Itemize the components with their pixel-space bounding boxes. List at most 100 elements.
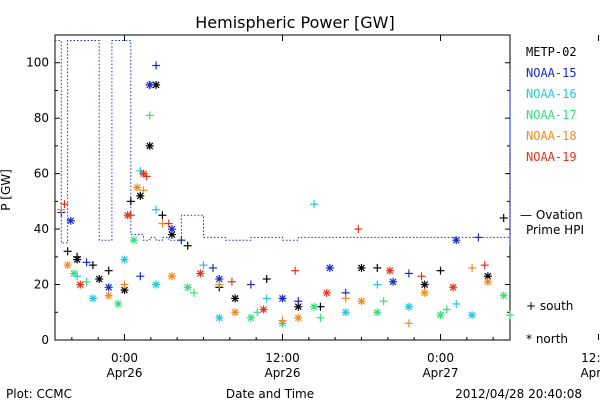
south-point	[126, 197, 135, 206]
timestamp: 2012/04/28 20:40:08	[455, 387, 582, 400]
south-point	[145, 111, 154, 120]
north-point	[66, 216, 75, 225]
x-tick-time: 12:00	[581, 351, 600, 365]
south-point	[139, 186, 148, 195]
south-point	[82, 258, 91, 267]
south-point	[294, 297, 303, 306]
south-point	[316, 313, 325, 322]
south-point	[88, 261, 97, 270]
south-point	[253, 308, 262, 317]
south-point	[63, 247, 72, 256]
north-point	[436, 311, 445, 320]
x-tick-time: 0:00	[427, 351, 454, 365]
x-tick-date: Apr27	[580, 366, 600, 380]
x-tick-time: 0:00	[111, 351, 138, 365]
north-point	[389, 277, 398, 286]
south-point	[379, 297, 388, 306]
north-point	[259, 305, 268, 314]
north-point	[69, 269, 78, 278]
north-point	[452, 236, 461, 245]
legend-north: * north	[526, 332, 568, 346]
south-point	[506, 311, 514, 320]
south-point	[215, 280, 224, 289]
y-tick-label: 80	[34, 111, 49, 125]
y-tick-label: 100	[26, 56, 49, 70]
south-point	[246, 280, 255, 289]
north-point	[322, 288, 331, 297]
legend-south: + south	[526, 299, 573, 313]
south-point	[278, 316, 287, 325]
south-point	[480, 261, 489, 270]
north-point	[373, 308, 382, 317]
south-point	[227, 277, 236, 286]
south-point	[417, 272, 426, 281]
legend-entry: NOAA-16	[526, 87, 577, 101]
north-point	[325, 263, 334, 272]
south-point	[404, 319, 413, 328]
south-point	[354, 225, 363, 234]
plot-credit: Plot: CCMC	[6, 387, 72, 400]
south-point	[120, 280, 129, 289]
south-point	[208, 263, 217, 272]
south-point	[136, 272, 145, 281]
north-point	[246, 313, 255, 322]
south-point	[60, 200, 69, 209]
north-point	[129, 236, 138, 245]
north-point	[483, 277, 492, 286]
ovation-hpi-curve	[55, 40, 511, 246]
south-point	[152, 61, 161, 70]
south-point	[104, 266, 113, 275]
south-point	[310, 200, 319, 209]
north-point	[73, 255, 82, 264]
y-tick-label: 0	[41, 333, 49, 347]
north-point	[104, 291, 113, 300]
north-point	[499, 291, 508, 300]
north-point	[145, 141, 154, 150]
legend-entry: NOAA-18	[526, 129, 577, 143]
north-point	[468, 311, 477, 320]
x-tick-time: 12:00	[265, 351, 300, 365]
north-point	[145, 80, 154, 89]
north-point	[294, 313, 303, 322]
south-point	[262, 294, 271, 303]
south-point	[177, 236, 186, 245]
south-point	[442, 305, 451, 314]
south-point	[82, 277, 91, 286]
data-points	[57, 61, 514, 328]
x-tick-date: Apr26	[264, 366, 300, 380]
north-point	[310, 302, 319, 311]
y-tick-label: 60	[34, 167, 49, 181]
legend: METP-02 NOAA-15 NOAA-16 NOAA-17 NOAA-18 NOAA-…	[520, 45, 584, 346]
x-tick-date: Apr26	[106, 366, 142, 380]
south-point	[474, 233, 483, 242]
legend-entry: METP-02	[526, 45, 577, 59]
north-point	[404, 302, 413, 311]
north-point	[341, 308, 350, 317]
legend-entry: NOAA-17	[526, 108, 577, 122]
south-point	[199, 261, 208, 270]
north-point	[114, 299, 123, 308]
y-axis-label: P [GW]	[0, 169, 13, 211]
x-tick-date: Apr27	[422, 366, 458, 380]
north-point	[231, 294, 240, 303]
north-point	[357, 297, 366, 306]
north-point	[76, 280, 85, 289]
north-point	[167, 225, 176, 234]
north-point	[152, 280, 161, 289]
south-point	[341, 294, 350, 303]
ovation-hpi-line	[55, 40, 511, 246]
north-point	[385, 266, 394, 275]
north-point	[196, 269, 205, 278]
north-point	[136, 191, 145, 200]
north-point	[123, 211, 132, 220]
south-point	[262, 275, 271, 283]
south-point	[183, 241, 192, 250]
north-point	[278, 294, 287, 303]
south-point	[404, 269, 413, 278]
north-point	[120, 255, 129, 264]
north-point	[133, 183, 142, 192]
north-point	[231, 308, 240, 317]
legend-ovation-line1: — Ovation	[520, 208, 583, 222]
north-point	[420, 280, 429, 289]
